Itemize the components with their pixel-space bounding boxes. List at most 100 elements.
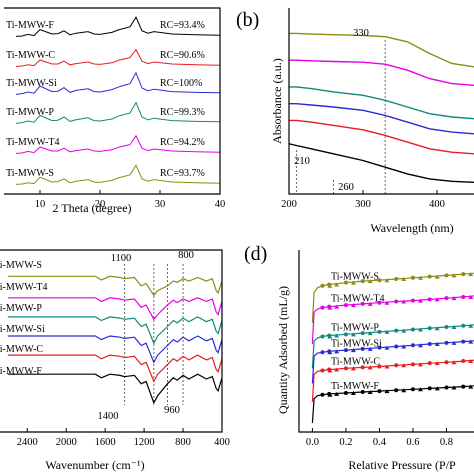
panel-d-series-marker-tri xyxy=(417,275,423,280)
panel-a-series-group xyxy=(15,16,220,185)
panel-d-tick-label: 0.6 xyxy=(406,437,419,448)
panel-d-series-marker xyxy=(377,389,382,394)
panel-d-series-marker-tri xyxy=(384,345,390,350)
panel-d-series-marker xyxy=(343,390,348,395)
panel-d-series-marker-tri xyxy=(334,282,340,287)
panel-d-series-marker xyxy=(377,300,382,305)
panel-a-series-rc: RC=90.6% xyxy=(160,50,205,61)
panel-d-series-marker-tri xyxy=(367,390,373,395)
panel-d-series-marker-tri xyxy=(468,384,474,389)
panel-d-series-marker-tri xyxy=(434,361,440,366)
panel-d-labels: Ti-MWW-S Ti-MWW-T4 Ti-MWW-P Ti-MWW-Si Ti-MWW… xyxy=(331,271,385,391)
panel-d-series-marker xyxy=(343,348,348,353)
panel-d-series-marker xyxy=(461,294,466,299)
panel-d-series-marker xyxy=(377,278,382,283)
panel-c-series-name: Ti-MWW-S xyxy=(0,260,42,271)
panel-b-series-line xyxy=(289,59,474,86)
panel-d-series-marker-tri xyxy=(434,274,440,279)
panel-d-series-marker-tri xyxy=(350,332,356,337)
panel-d-series-marker xyxy=(377,345,382,350)
panel-d-series-marker xyxy=(461,323,466,328)
panel-c-frame xyxy=(0,249,223,433)
panel-d-series-marker-tri xyxy=(468,323,474,328)
panel-c-tick-label: 400 xyxy=(214,437,230,448)
panel-d-series-marker xyxy=(410,387,415,392)
panel-d-series-marker xyxy=(377,329,382,334)
panel-a-tick-label: 30 xyxy=(155,199,166,210)
panel-d-series-marker xyxy=(394,344,399,349)
panel-c-tick-label: 1200 xyxy=(134,437,155,448)
panel-d-series-marker-tri xyxy=(350,348,356,353)
panel-d-series-marker xyxy=(461,339,466,344)
panel-d-series-marker xyxy=(343,366,348,371)
panel-d-series-marker xyxy=(427,342,432,347)
panel-b-uvvis: (b) 200 300 400 330 210 260 Absorbance (a.… xyxy=(236,8,474,235)
panel-c-x-label: Wavenumber (cm⁻¹) xyxy=(45,458,144,472)
panel-c-annotation-1100: 1100 xyxy=(111,253,132,264)
panel-c-x-ticks: 2400 2000 1600 1200 800 400 xyxy=(17,428,230,448)
panel-d-series-marker xyxy=(320,283,325,288)
panel-d-series-marker xyxy=(410,343,415,348)
panel-d-series-marker xyxy=(327,282,332,287)
panel-b-tick-label: 300 xyxy=(355,199,371,210)
panel-d-series-marker-tri xyxy=(334,391,340,396)
panel-b-reference-lines xyxy=(295,40,386,194)
panel-d-series-name: Ti-MWW-S xyxy=(331,271,379,282)
panel-d-series-marker-tri xyxy=(334,367,340,372)
panel-d-series-marker-tri xyxy=(417,327,423,332)
panel-d-series-marker-tri xyxy=(468,359,474,364)
panel-a-series-name: Ti-MWW-C xyxy=(6,50,55,61)
panel-d-series-marker-tri xyxy=(401,344,407,349)
panel-d-series-marker xyxy=(343,303,348,308)
panel-d-series-marker-tri xyxy=(434,297,440,302)
panel-d-series-marker-tri xyxy=(401,328,407,333)
panel-d-series-marker xyxy=(360,279,365,284)
panel-a-series-rc: RC=93.7% xyxy=(160,168,205,179)
panel-d-series-marker-tri xyxy=(417,343,423,348)
panel-d-series-marker-tri xyxy=(367,331,373,336)
panel-c-series-line xyxy=(7,373,222,405)
panel-d-series-marker xyxy=(444,273,449,278)
panel-c-ftir: Ti-MWW-S Ti-MWW-T4 Ti-MWW-P Ti-MWW-Si Ti-MWW… xyxy=(0,249,230,472)
panel-a-series-name: Ti-MWW-F xyxy=(6,20,54,31)
panel-b-letter: (b) xyxy=(236,9,259,31)
panel-d-series-marker-tri xyxy=(350,280,356,285)
panel-d-series-marker-tri xyxy=(384,278,390,283)
panel-d-tick-label: 0.2 xyxy=(339,437,352,448)
panel-c-series-group xyxy=(7,275,222,405)
panel-a-tick-label: 40 xyxy=(215,199,226,210)
panel-d-x-ticks: 0.0 0.2 0.4 0.6 0.8 xyxy=(306,428,453,448)
panel-b-annotation-260: 260 xyxy=(338,182,354,193)
panel-b-x-ticks: 200 300 400 xyxy=(281,190,445,210)
panel-a-series-name: Ti-MWW-Si xyxy=(6,78,57,89)
panel-c-series-name: Ti-MWW-F xyxy=(0,366,42,377)
panel-d-series-marker xyxy=(320,305,325,310)
panel-d-series-marker-tri xyxy=(350,303,356,308)
panel-d-series-marker xyxy=(461,272,466,277)
panel-d-series-marker xyxy=(360,390,365,395)
panel-a-labels: Ti-MWW-S RC=93.7% Ti-MWW-T4 RC=94.2% Ti-MWW-… xyxy=(6,20,205,179)
panel-d-series-marker xyxy=(394,328,399,333)
panel-d-series-marker-tri xyxy=(417,362,423,367)
panel-d-series-marker-tri xyxy=(468,339,474,344)
panel-a-series-line xyxy=(15,101,220,124)
panel-b-series-line xyxy=(289,103,474,135)
panel-d-series-marker-tri xyxy=(417,387,423,392)
panel-c-series-line xyxy=(7,335,222,364)
panel-a-tick-label: 20 xyxy=(95,199,106,210)
panel-c-annotation-960: 960 xyxy=(164,405,180,416)
panel-a-xrd: Ti-MWW-S RC=93.7% Ti-MWW-T4 RC=94.2% Ti-MWW-… xyxy=(4,7,226,215)
panel-c-series-line xyxy=(7,275,222,297)
panel-b-tick-label: 200 xyxy=(281,199,297,210)
panel-b-y-label: Absorbance (a.u.) xyxy=(270,58,284,144)
panel-d-series-marker-tri xyxy=(401,299,407,304)
panel-d-series-marker xyxy=(394,299,399,304)
panel-a-series-rc: RC=100% xyxy=(160,78,202,89)
panel-c-series-line xyxy=(7,354,222,383)
panel-c-tick-label: 2000 xyxy=(56,437,77,448)
panel-d-series-marker xyxy=(327,367,332,372)
panel-d-series-marker-tri xyxy=(434,326,440,331)
panel-c-tick-label: 800 xyxy=(175,437,191,448)
panel-d-series-marker-tri xyxy=(451,296,457,301)
